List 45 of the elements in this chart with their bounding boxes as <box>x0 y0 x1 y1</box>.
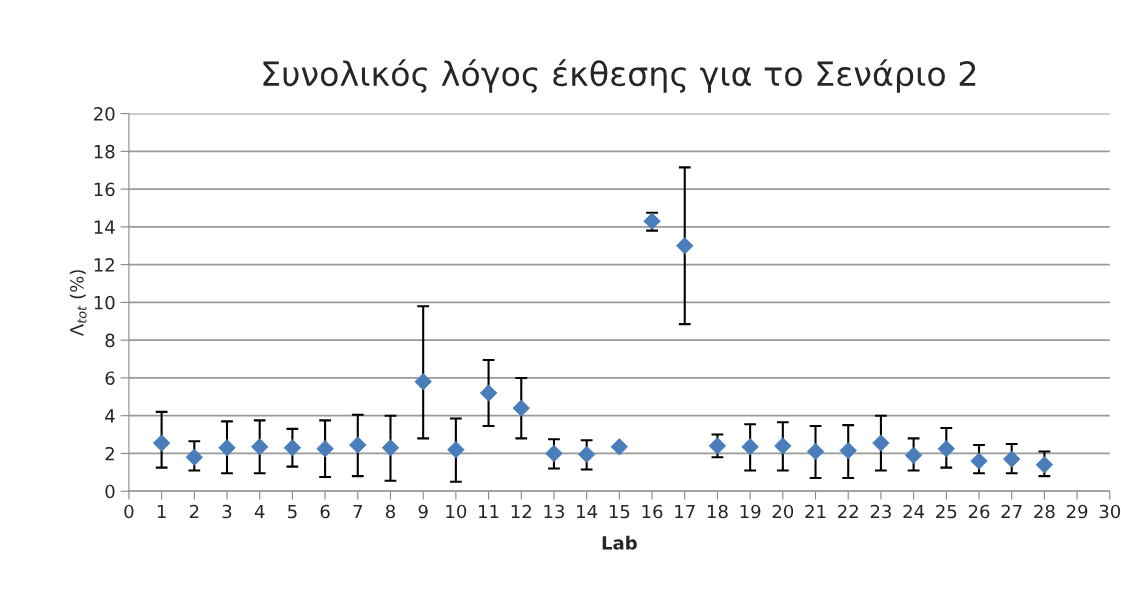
y-tick-label: 12 <box>94 258 114 272</box>
x-tick-label: 10 <box>446 504 467 519</box>
y-tick-label: 18 <box>94 144 115 159</box>
x-tick-label: 8 <box>385 504 395 519</box>
x-tick-label: 14 <box>577 504 598 519</box>
x-tick-label: 23 <box>870 504 891 519</box>
x-tick-label: 20 <box>772 504 794 519</box>
y-tick-label: 8 <box>105 333 115 348</box>
chart-title: Συνολικός λόγος έκθεσης για το Σενάριο 2 <box>263 59 976 93</box>
y-tick-label: 0 <box>105 484 115 499</box>
y-tick-label: 20 <box>94 107 115 121</box>
x-tick-label: 21 <box>805 504 826 519</box>
x-tick-label: 27 <box>1001 504 1022 519</box>
y-tick-label: 16 <box>94 182 115 197</box>
y-tick-label: 10 <box>94 295 115 310</box>
x-tick-label: 15 <box>609 504 630 519</box>
x-tick-label: 24 <box>903 504 925 519</box>
x-tick-label: 13 <box>544 504 564 519</box>
y-tick-label: 4 <box>105 409 115 423</box>
x-tick-label: 0 <box>124 504 134 519</box>
x-tick-label: 22 <box>838 504 858 519</box>
x-tick-label: 3 <box>222 504 232 519</box>
x-tick-label: 12 <box>511 504 531 519</box>
x-tick-label: 29 <box>1066 504 1088 519</box>
x-tick-label: 2 <box>189 504 199 519</box>
x-tick-label: 9 <box>418 504 428 519</box>
x-tick-label: 1 <box>157 504 166 519</box>
y-tick-label: 2 <box>105 446 114 461</box>
x-tick-label: 26 <box>968 504 990 519</box>
x-tick-label: 6 <box>320 504 330 519</box>
x-tick-label: 16 <box>642 504 663 519</box>
x-tick-label: 5 <box>288 504 297 519</box>
x-tick-label: 28 <box>1034 504 1055 519</box>
x-tick-label: 4 <box>254 504 265 519</box>
x-tick-label: 19 <box>740 504 761 519</box>
y-axis-title: Λ$_{tot}$ (%) <box>69 270 87 337</box>
y-tick-label: 6 <box>105 371 115 386</box>
x-tick-label: 30 <box>1099 504 1121 519</box>
x-tick-label: 7 <box>353 504 362 519</box>
x-tick-label: 18 <box>707 504 728 519</box>
x-tick-label: 17 <box>675 504 695 519</box>
x-tick-label: 11 <box>479 504 499 519</box>
y-tick-label: 14 <box>94 220 115 234</box>
x-tick-label: 25 <box>936 504 957 519</box>
x-axis-title: Lab <box>602 535 637 550</box>
